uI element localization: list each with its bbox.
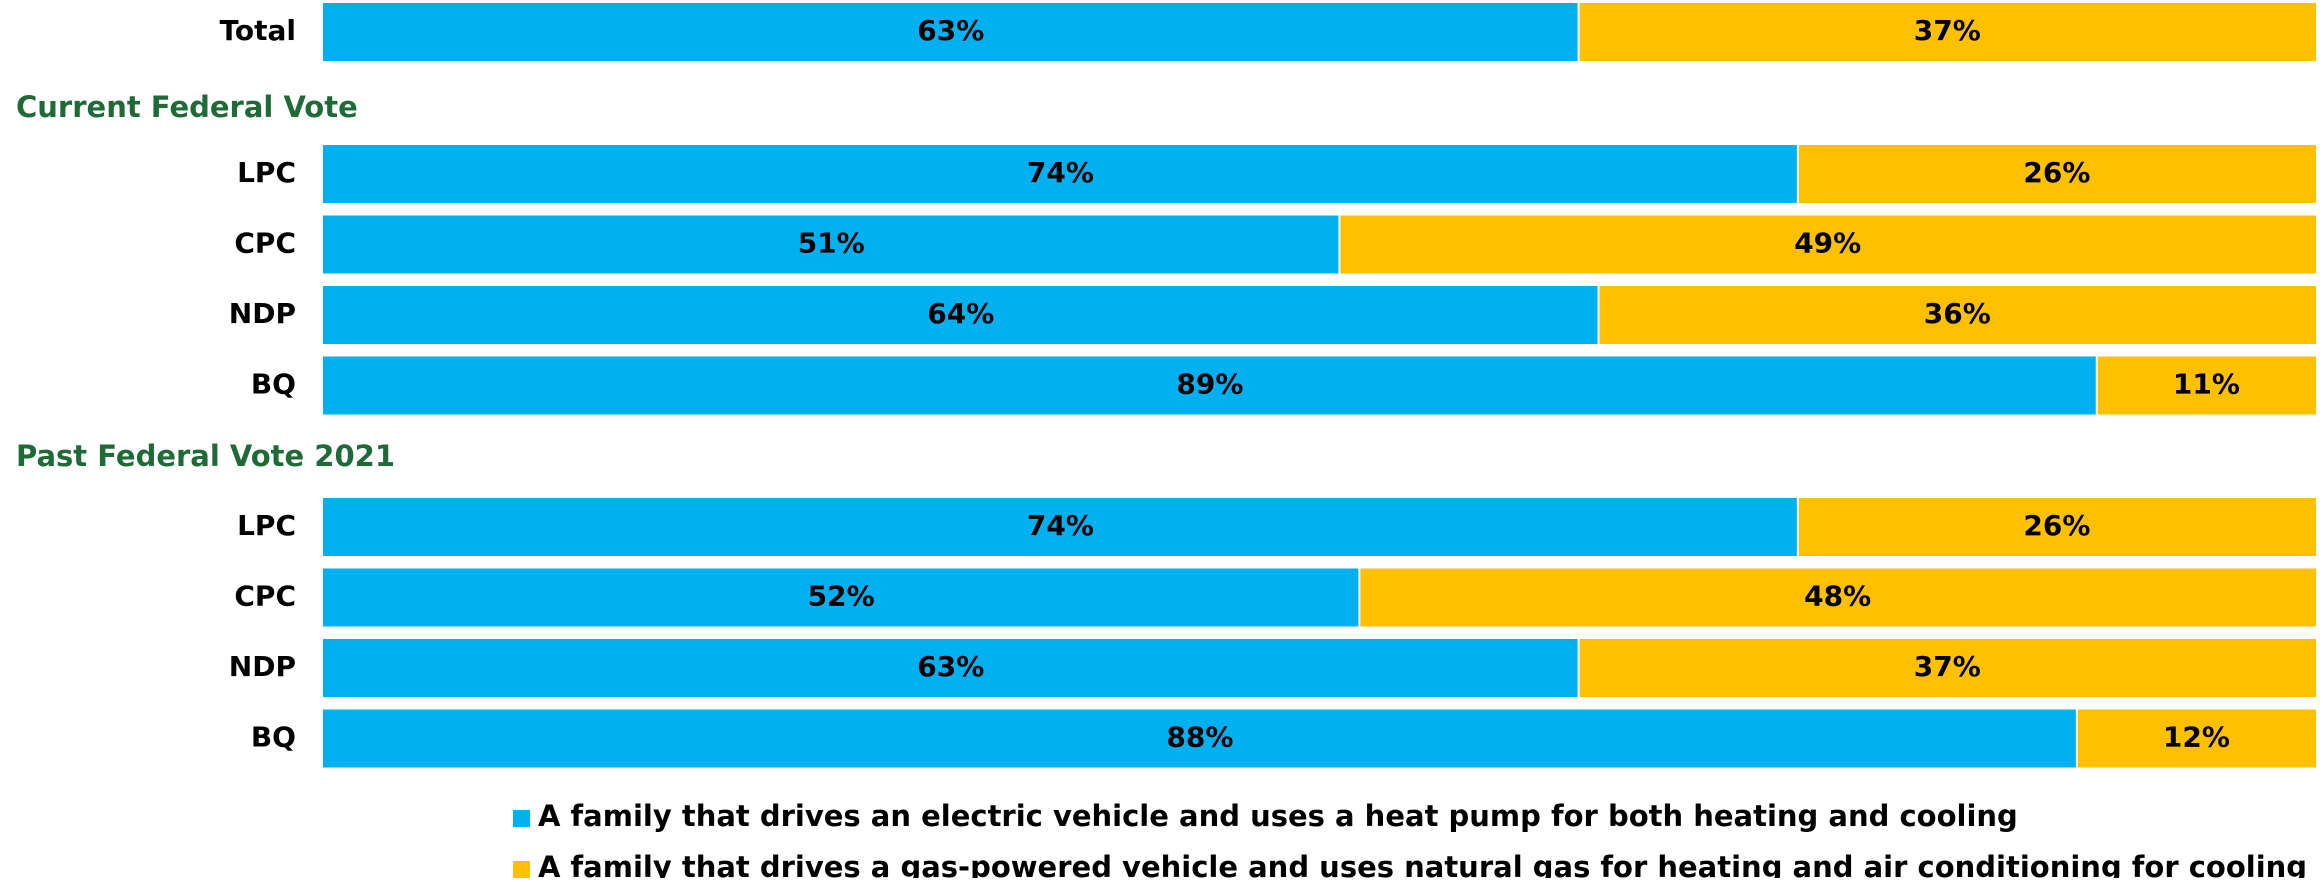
- data-label: 11%: [2173, 368, 2240, 401]
- data-label: 48%: [1804, 580, 1871, 613]
- bar-segment: [323, 145, 1797, 203]
- group-heading: Current Federal Vote: [16, 90, 358, 124]
- bar-segment: [323, 356, 2096, 415]
- category-label: BQ: [251, 368, 296, 401]
- group-heading: Past Federal Vote 2021: [16, 439, 395, 473]
- bar-segment: [323, 709, 2076, 768]
- data-label: 74%: [1027, 156, 1094, 189]
- bar-segment: [1798, 498, 2316, 556]
- data-label: 37%: [1914, 650, 1981, 683]
- data-label: 63%: [917, 14, 984, 47]
- bar-segment: [323, 568, 1359, 627]
- data-label: 89%: [1176, 368, 1243, 401]
- category-label: NDP: [229, 650, 296, 683]
- data-label: 26%: [2023, 509, 2090, 542]
- category-label: LPC: [237, 509, 296, 542]
- bar-segment: [2077, 709, 2316, 768]
- data-label: 63%: [917, 650, 984, 683]
- bar-segment: [323, 215, 1339, 274]
- data-label: 12%: [2163, 721, 2230, 754]
- bar-segment: [1360, 568, 2316, 627]
- bar-segment: [323, 498, 1797, 556]
- data-label: 26%: [2023, 156, 2090, 189]
- bar-segment: [1798, 145, 2316, 203]
- data-label: 74%: [1027, 509, 1094, 542]
- category-label: BQ: [251, 721, 296, 754]
- category-label: CPC: [234, 227, 296, 260]
- data-label: 36%: [1924, 297, 1991, 330]
- category-label: NDP: [229, 297, 296, 330]
- bar-segment: [1340, 215, 2316, 274]
- bar-segment: [2097, 356, 2316, 415]
- legend-label: A family that drives an electric vehicle…: [538, 799, 2018, 833]
- data-label: 49%: [1794, 227, 1861, 260]
- category-label: Total: [220, 14, 297, 47]
- bar-segment: [323, 639, 1578, 697]
- category-label: CPC: [234, 580, 296, 613]
- legend-swatch: [513, 810, 530, 827]
- bar-segment: [1579, 3, 2316, 61]
- bar-segment: [323, 3, 1578, 61]
- legend-swatch: [513, 861, 530, 878]
- data-label: 51%: [798, 227, 865, 260]
- data-label: 88%: [1166, 721, 1233, 754]
- data-label: 37%: [1914, 14, 1981, 47]
- data-label: 52%: [808, 580, 875, 613]
- category-label: LPC: [237, 156, 296, 189]
- legend-label: A family that drives a gas-powered vehic…: [538, 850, 2307, 878]
- data-label: 64%: [927, 297, 994, 330]
- bar-segment: [1599, 286, 2316, 344]
- bar-segment: [1579, 639, 2316, 697]
- bar-segment: [323, 286, 1598, 344]
